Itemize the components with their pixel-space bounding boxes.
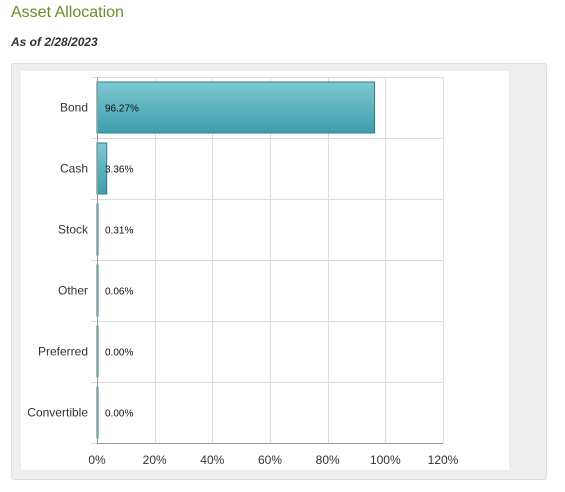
plot-area: [21, 71, 509, 470]
value-label: 3.36%: [105, 165, 133, 176]
bars: [96, 81, 376, 439]
category-label: Stock: [58, 223, 89, 237]
value-label: 96.27%: [105, 104, 139, 115]
category-label: Bond: [60, 101, 88, 115]
labels: 0% 20% 40% 60% 80% 100% 120% Bond 96.27% Cash 3.36…: [27, 101, 458, 468]
x-tick-label: 40%: [200, 453, 224, 467]
chart-title: Asset Allocation: [11, 4, 124, 21]
as-of-date: As of 2/28/2023: [11, 35, 98, 49]
category-label: Preferred: [38, 345, 88, 359]
x-tick-label: 20%: [143, 453, 167, 467]
bar-bond: [96, 81, 376, 134]
x-tick-label: 0%: [88, 453, 106, 467]
value-label: 0.06%: [105, 287, 133, 298]
x-tick-label: 120%: [428, 453, 459, 467]
x-tick-label: 80%: [316, 453, 340, 467]
value-label: 0.31%: [105, 226, 133, 237]
x-tick-label: 60%: [258, 453, 282, 467]
x-tick-label: 100%: [370, 453, 401, 467]
category-label: Other: [58, 284, 88, 298]
category-label: Convertible: [27, 406, 88, 420]
value-label: 0.00%: [105, 348, 133, 359]
axes: [97, 77, 443, 444]
value-label: 0.00%: [105, 409, 133, 420]
category-label: Cash: [60, 162, 88, 176]
